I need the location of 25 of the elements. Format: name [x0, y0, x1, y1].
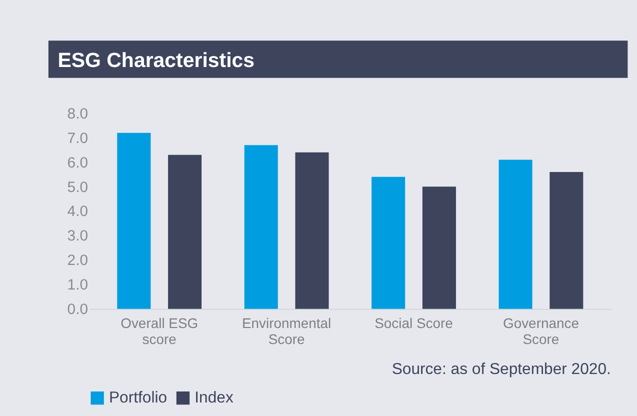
bar [295, 152, 329, 309]
bar [498, 160, 532, 309]
y-tick-label: 2.0 [67, 253, 88, 270]
bar [372, 176, 406, 309]
y-tick-label: 3.0 [67, 228, 88, 245]
y-tick-label: 1.0 [67, 278, 88, 294]
bar [168, 154, 202, 309]
source-note: Source: as of September 2020. [392, 361, 611, 378]
y-tick-label: 7.0 [67, 130, 88, 147]
y-tick-label: 4.0 [67, 204, 88, 220]
y-tick-label: 0.0 [67, 302, 88, 318]
legend-label: Index [194, 390, 234, 407]
chart-title: ESG Characteristics [58, 48, 255, 72]
bar [422, 186, 456, 309]
y-tick-label: 6.0 [67, 155, 88, 172]
bar [117, 132, 151, 309]
x-tick-label: Overall ESG score [120, 314, 198, 347]
x-tick-label: Social Score [374, 314, 454, 331]
x-tick-label: Environmental Score [242, 314, 332, 347]
x-tick-label: Governance Score [502, 314, 580, 347]
legend-label: Portfolio [108, 390, 168, 407]
y-tick-label: 8.0 [67, 106, 88, 122]
bar [244, 145, 278, 309]
bar [550, 172, 584, 309]
y-tick-label: 5.0 [67, 180, 88, 196]
